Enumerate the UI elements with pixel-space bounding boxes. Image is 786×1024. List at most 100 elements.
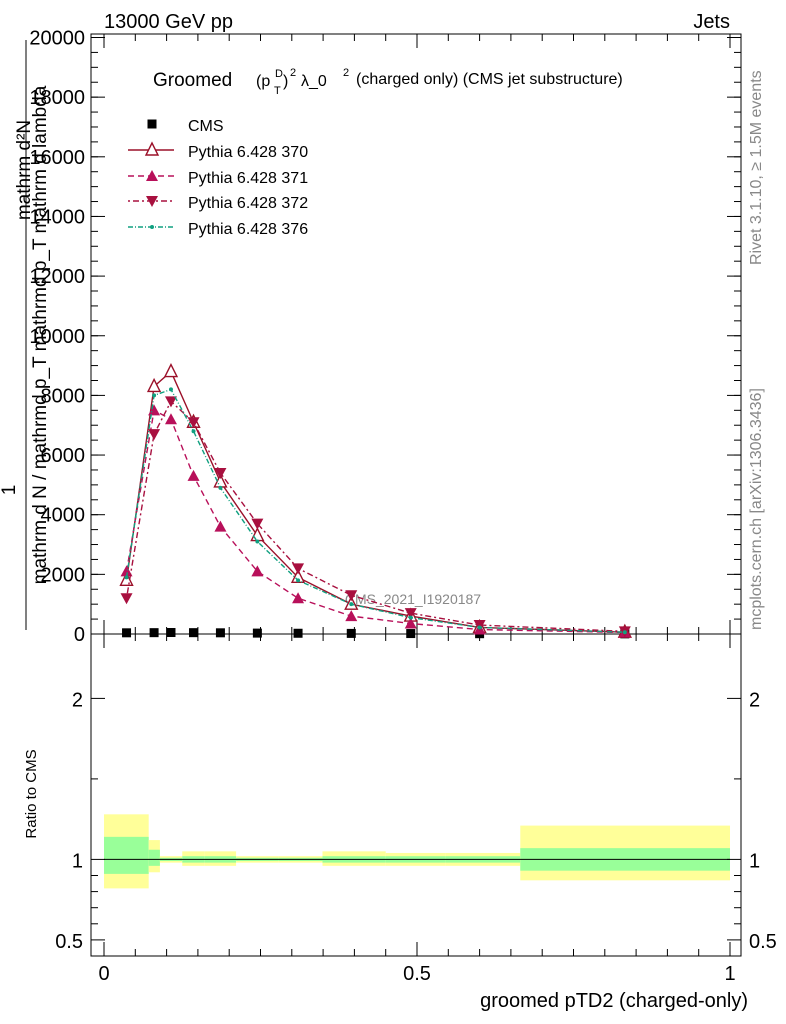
data-point-p371 xyxy=(164,413,177,425)
legend-label-370: Pythia 6.428 370 xyxy=(188,144,308,161)
title-lambda: λ_0 xyxy=(301,73,327,90)
data-point-p376 xyxy=(622,630,627,635)
title-sup-2: 2 xyxy=(290,67,296,79)
legend-symbol-376 xyxy=(128,225,174,229)
data-point-p372 xyxy=(292,563,305,575)
data-point-p376 xyxy=(349,602,354,607)
data-point-p376 xyxy=(296,578,301,583)
title-paren-open: (p xyxy=(256,73,270,90)
legend-marker-p370 xyxy=(144,141,160,156)
legend-symbol-370 xyxy=(128,141,174,156)
legend-symbol-371 xyxy=(128,170,174,181)
data-point-p376 xyxy=(152,393,157,398)
legend-symbol-cms xyxy=(147,119,157,129)
data-point-p371 xyxy=(120,565,133,577)
y-tick-label: 2000 xyxy=(41,564,86,586)
data-point-cms xyxy=(189,628,199,638)
data-point-p372 xyxy=(251,518,264,530)
data-point-cms xyxy=(215,628,225,638)
y-tick-label: 8000 xyxy=(41,385,86,407)
data-point-p372 xyxy=(404,608,417,620)
axes-frames xyxy=(90,33,742,957)
ratio-tick-label: 0.5 xyxy=(55,931,83,953)
legend-marker-p372 xyxy=(146,196,158,207)
x-tick-label: 0.5 xyxy=(403,963,431,985)
legend-marker-p376 xyxy=(150,225,154,229)
data-point-p371 xyxy=(292,592,305,604)
rivet-label: Rivet 3.1.10, ≥ 1.5M events xyxy=(748,70,765,265)
mcplots-label: mcplots.cern.ch [arXiv:1306.3436] xyxy=(748,388,765,630)
title-tail: (charged only) (CMS jet substructure) xyxy=(356,71,623,88)
title-sub-t: T xyxy=(274,85,281,97)
ratio-ylabel: Ratio to CMS xyxy=(23,749,40,838)
y-tick-label: 4000 xyxy=(41,505,86,527)
ratio-tick-label: 2 xyxy=(72,689,83,711)
axis-ticks: 0 2000 4000 6000 8000 10000 12000 14000 16000 180… xyxy=(29,28,776,986)
y-tick-label: 6000 xyxy=(41,445,86,467)
legend-entry-376: Pythia 6.428 376 xyxy=(128,221,308,238)
data-point-p376 xyxy=(408,615,413,620)
title-sup-2b: 2 xyxy=(343,67,349,79)
ratio-tick-label-right: 2 xyxy=(749,689,760,711)
data-point-cms xyxy=(149,628,159,638)
data-point-p370 xyxy=(290,568,306,584)
data-point-cms xyxy=(122,628,132,638)
legend-entry-cms: CMS xyxy=(147,118,224,135)
title-paren-close: ) xyxy=(283,73,288,90)
data-point-p376 xyxy=(218,485,223,490)
ratio-tick-label: 1 xyxy=(72,850,83,872)
analysis-watermark: CMS_2021_I1920187 xyxy=(345,591,481,607)
data-point-p372 xyxy=(164,396,177,408)
data-point-cms xyxy=(166,628,176,638)
data-point-p376 xyxy=(168,387,173,392)
ylabel-one: 1 xyxy=(0,485,20,496)
series-group xyxy=(119,362,632,639)
xlabel: groomed pTD2 (charged-only) xyxy=(480,990,748,1012)
data-point-p372 xyxy=(120,593,133,605)
series-p370 xyxy=(119,362,632,638)
chart-title: Groomed (p D T ) 2 λ_0 2 (charged only) … xyxy=(153,67,623,97)
legend-label-371: Pythia 6.428 371 xyxy=(188,170,308,187)
y-tick-label: 10000 xyxy=(29,326,85,348)
legend-entry-372: Pythia 6.428 372 xyxy=(128,195,308,212)
data-point-cms xyxy=(346,628,356,638)
y-tick-label: 20000 xyxy=(29,28,85,50)
legend-entry-370: Pythia 6.428 370 xyxy=(128,141,308,161)
data-point-p371 xyxy=(148,404,161,416)
header-right: Jets xyxy=(693,11,730,33)
legend-marker-p371 xyxy=(146,170,158,181)
data-point-p372 xyxy=(214,467,227,479)
data-point-p376 xyxy=(124,575,129,580)
data-point-p376 xyxy=(477,625,482,630)
data-point-p376 xyxy=(255,539,260,544)
x-tick-label: 0 xyxy=(98,963,109,985)
data-point-p371 xyxy=(345,610,358,622)
data-point-p371 xyxy=(251,565,264,577)
data-point-p372 xyxy=(345,590,358,602)
series-line-p372 xyxy=(125,400,625,633)
data-point-p370 xyxy=(163,362,179,378)
series-p372 xyxy=(120,396,631,638)
legend-label-372: Pythia 6.428 372 xyxy=(188,195,308,212)
legend: CMS Pythia 6.428 370 Pythia 6.428 371 Py… xyxy=(128,118,308,238)
ratio-band-inner xyxy=(104,836,149,874)
ratio-band-group xyxy=(104,814,730,889)
data-point-p371 xyxy=(404,617,417,629)
legend-label-376: Pythia 6.428 376 xyxy=(188,221,308,238)
header-left: 13000 GeV pp xyxy=(104,11,233,33)
ratio-frame xyxy=(90,633,742,957)
data-point-p372 xyxy=(148,429,161,441)
ylabel-numerator: mathrm d²N xyxy=(14,120,35,220)
ratio-tick-label-right: 0.5 xyxy=(749,931,777,953)
data-point-cms xyxy=(252,628,262,638)
data-point-cms xyxy=(406,629,416,639)
data-point-p370 xyxy=(146,377,162,393)
data-point-p376 xyxy=(191,429,196,434)
ylabel-denominator: mathrm d N / mathrmd p_T mathrmd p_T mat… xyxy=(30,85,51,584)
title-lead: Groomed xyxy=(153,70,232,91)
title-sup-d: D xyxy=(275,68,283,80)
x-tick-label: 1 xyxy=(724,963,735,985)
y-tick-label: 18000 xyxy=(29,87,85,109)
data-point-cms xyxy=(293,628,303,638)
